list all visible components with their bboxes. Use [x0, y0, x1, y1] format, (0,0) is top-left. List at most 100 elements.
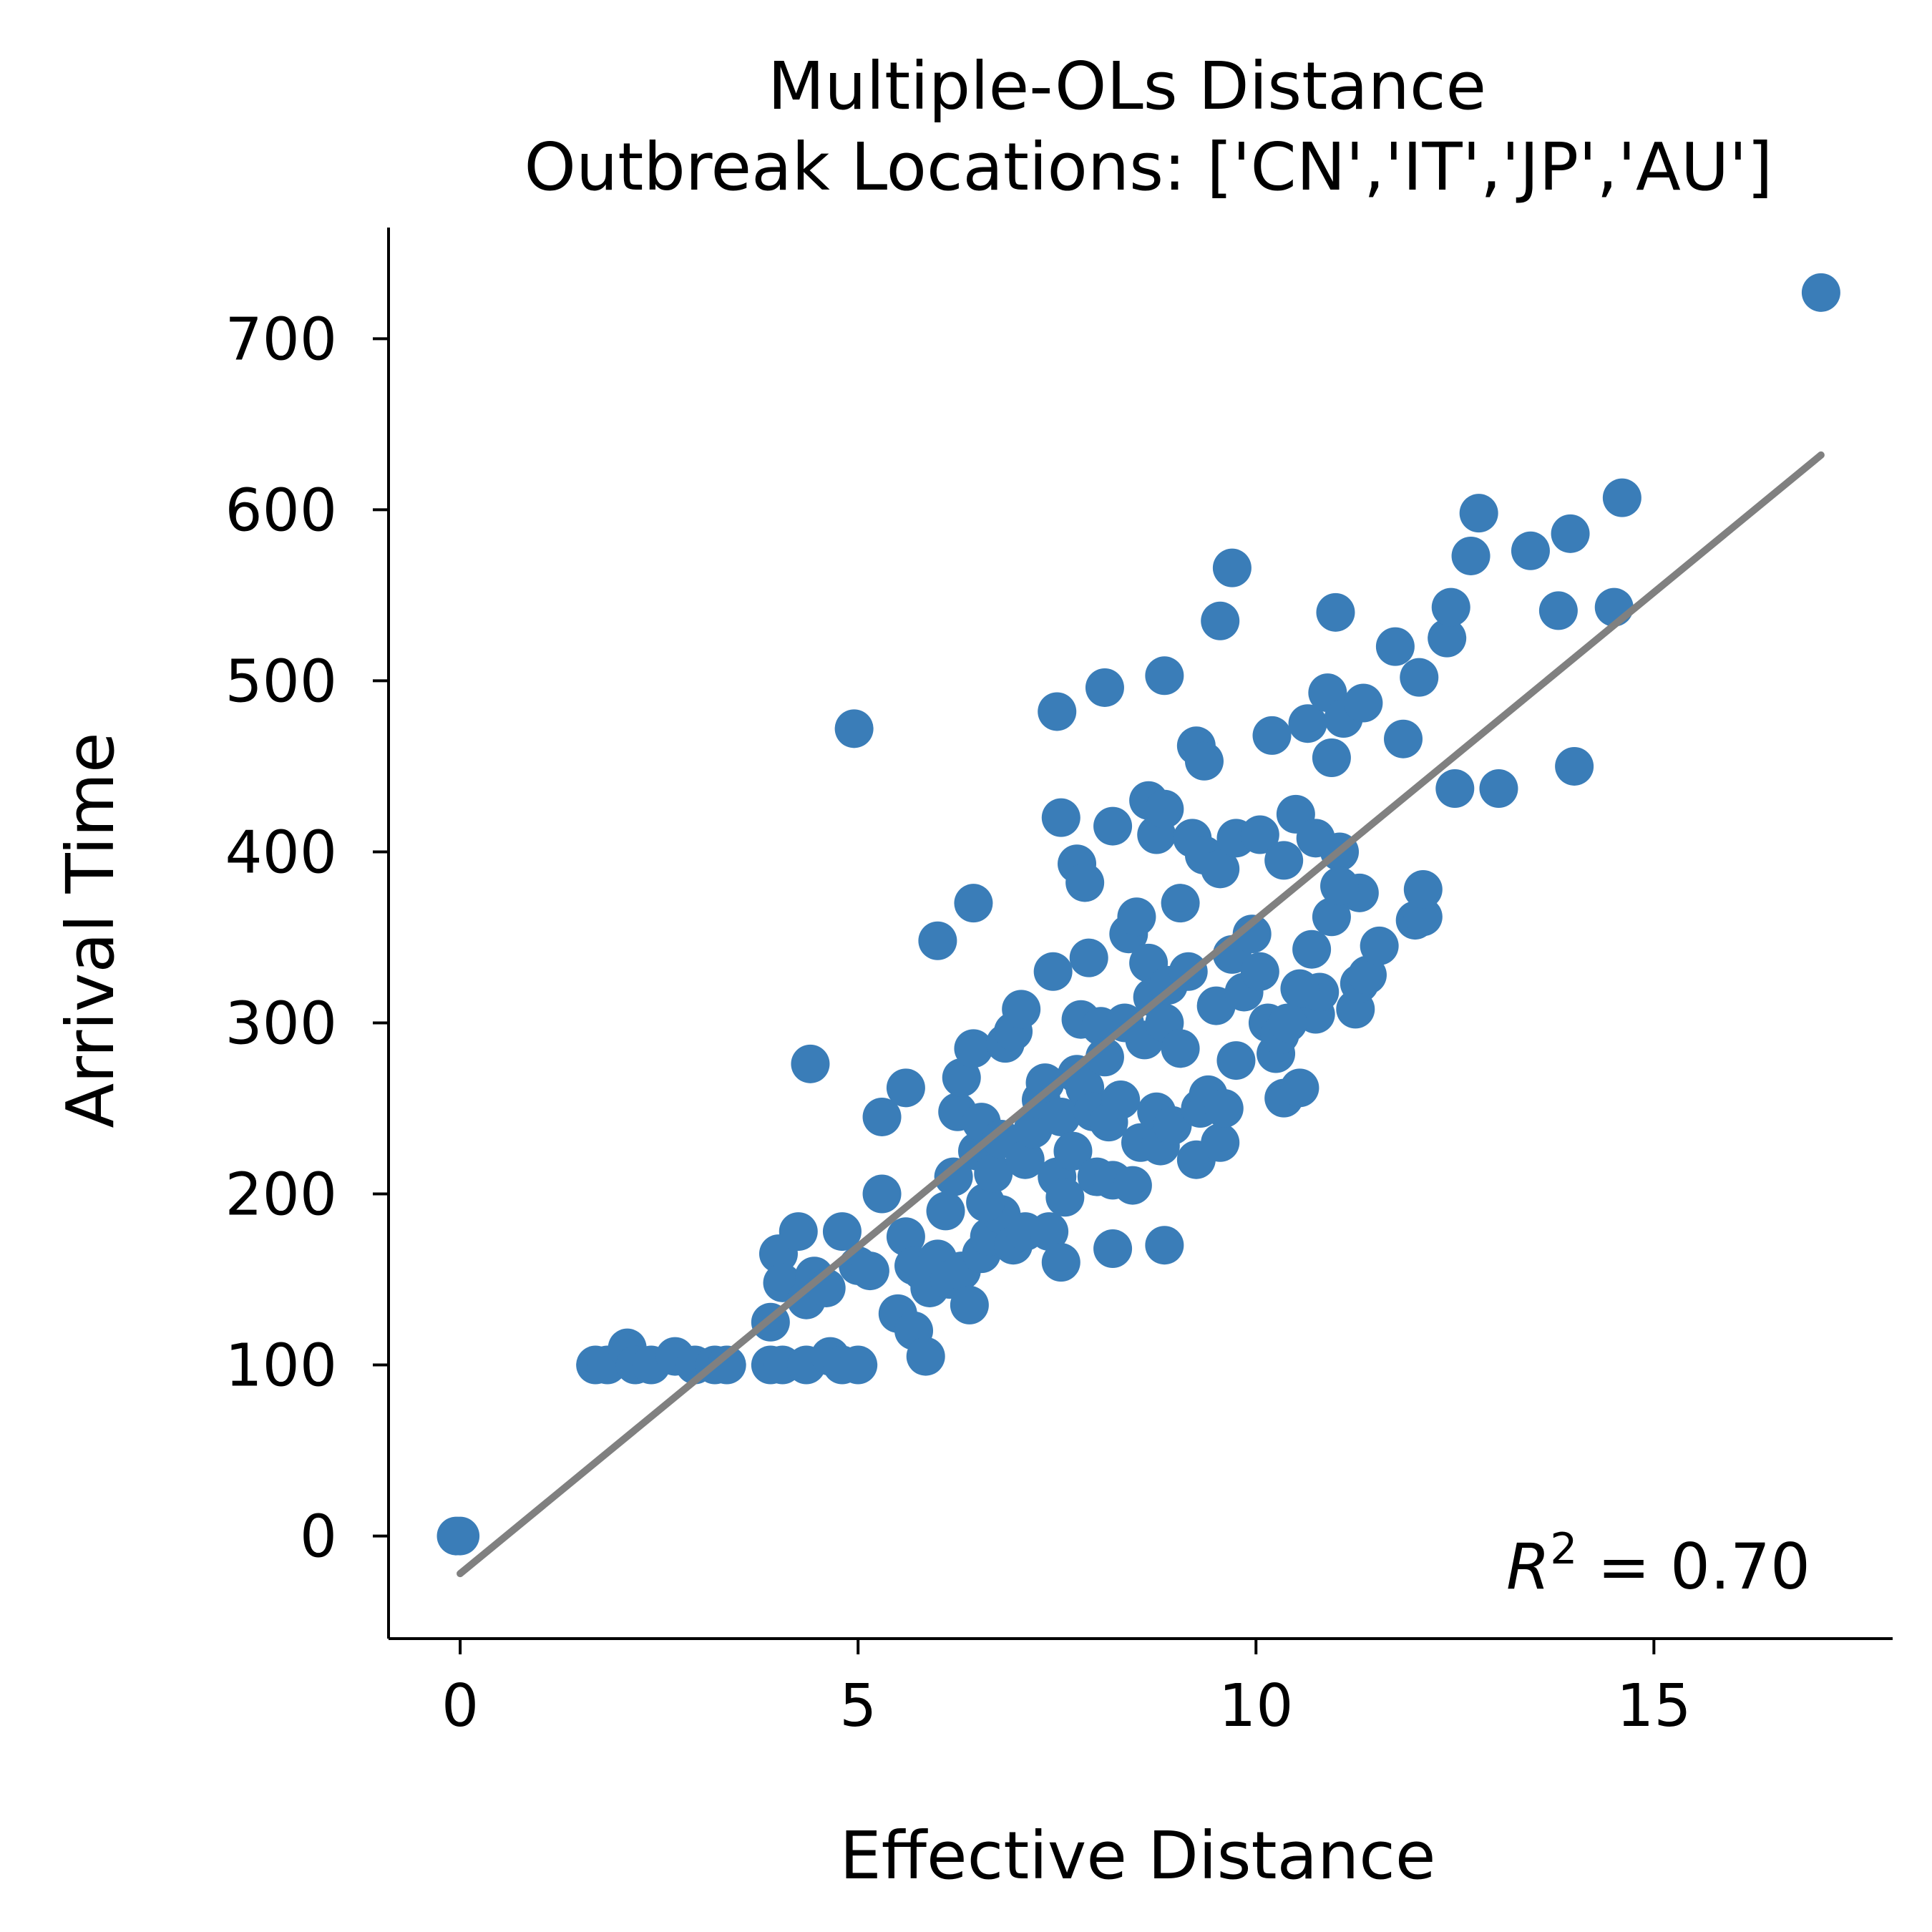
data-point [1288, 704, 1327, 743]
data-point [1065, 863, 1105, 902]
data-point [1101, 1080, 1141, 1120]
ticks: 0 5 10 15 0 100 200 300 400 500 600 700 [225, 306, 1691, 1740]
chart-title: Multiple-OLs Distance [768, 48, 1486, 125]
data-point [1280, 969, 1319, 1008]
x-tick-label: 5 [839, 1672, 877, 1740]
regression-line [457, 451, 1825, 1578]
data-point [1431, 587, 1470, 627]
x-tick-label: 0 [441, 1672, 479, 1740]
data-point [1232, 914, 1272, 954]
data-point [1511, 531, 1550, 570]
data-point [1184, 741, 1224, 781]
data-point [1347, 955, 1387, 995]
data-point [1145, 656, 1184, 696]
data-point [1093, 1229, 1133, 1269]
data-point [1069, 938, 1108, 977]
data-point [1053, 1131, 1093, 1171]
data-point [1240, 952, 1279, 991]
data-point [1538, 591, 1578, 630]
data-point [707, 1345, 746, 1385]
data-point [1212, 548, 1252, 587]
axes [387, 228, 1893, 1640]
data-point [1145, 789, 1184, 829]
data-point [926, 1191, 965, 1231]
data-point [1005, 1140, 1045, 1179]
y-tick-label: 0 [300, 1503, 337, 1571]
data-point [1201, 1123, 1240, 1162]
data-point [1252, 716, 1292, 755]
data-point [1602, 478, 1641, 517]
r-squared-superscript: 2 [1550, 1524, 1577, 1574]
data-point [954, 884, 993, 923]
data-point [950, 1285, 989, 1324]
x-tick-label: 10 [1219, 1672, 1293, 1740]
data-point [1030, 1212, 1069, 1252]
data-point [1041, 798, 1080, 837]
regression-line-group [457, 451, 1825, 1578]
data-point [1400, 658, 1439, 697]
data-point [1428, 618, 1467, 658]
r-squared-annotation: R2 = 0.70 [1506, 1524, 1810, 1604]
data-point [1113, 1166, 1152, 1205]
data-points [436, 273, 1840, 1556]
data-point [966, 1183, 1005, 1222]
data-point [1093, 806, 1133, 846]
y-axis-label: Arrival Time [52, 732, 129, 1128]
data-point [1033, 952, 1073, 991]
data-point [779, 1212, 818, 1252]
data-point [1204, 1089, 1244, 1128]
data-point [862, 1174, 902, 1214]
data-point [1280, 1068, 1319, 1108]
y-tick-label: 300 [225, 990, 337, 1058]
data-point [1161, 1029, 1200, 1068]
data-point [1085, 668, 1124, 707]
data-point [1551, 514, 1590, 553]
data-point [1041, 1097, 1080, 1136]
data-point [906, 1337, 945, 1376]
data-point [1240, 815, 1279, 854]
y-tick-label: 100 [225, 1332, 337, 1400]
data-point [1145, 1226, 1184, 1265]
data-point [1216, 1041, 1256, 1080]
data-point [934, 1157, 973, 1196]
data-point [1435, 769, 1475, 809]
data-point [1403, 870, 1443, 909]
data-point [1555, 746, 1594, 786]
data-point [1041, 1243, 1080, 1282]
data-point [1025, 1063, 1065, 1103]
data-point [886, 1217, 925, 1257]
y-tick-label: 200 [225, 1161, 337, 1229]
y-tick-label: 400 [225, 819, 337, 887]
x-tick-label: 15 [1616, 1672, 1691, 1740]
data-point [1403, 897, 1443, 937]
data-point [1045, 1178, 1085, 1217]
data-point [862, 1097, 902, 1136]
data-point [954, 1029, 993, 1068]
data-point [918, 921, 957, 960]
data-point [834, 709, 874, 748]
data-point [1479, 769, 1518, 809]
data-point [822, 1212, 862, 1252]
data-point [1801, 273, 1840, 312]
data-point [1360, 926, 1399, 965]
data-point [1459, 494, 1498, 533]
data-point [1375, 627, 1415, 666]
data-point [850, 1252, 889, 1291]
data-point [1002, 990, 1041, 1029]
data-point [1451, 536, 1491, 575]
data-point [1117, 897, 1156, 937]
data-point [1316, 592, 1355, 632]
data-point [839, 1345, 878, 1385]
data-point [886, 1068, 925, 1108]
data-point [974, 1153, 1013, 1193]
data-point [1264, 841, 1304, 880]
data-point [1312, 897, 1351, 937]
data-point [791, 1044, 830, 1083]
data-point [1268, 1003, 1307, 1043]
y-tick-label: 500 [225, 648, 337, 716]
data-point [1344, 683, 1383, 723]
y-tick-label: 700 [225, 306, 337, 374]
data-point [1312, 738, 1351, 777]
r-squared-symbol: R [1506, 1530, 1550, 1604]
